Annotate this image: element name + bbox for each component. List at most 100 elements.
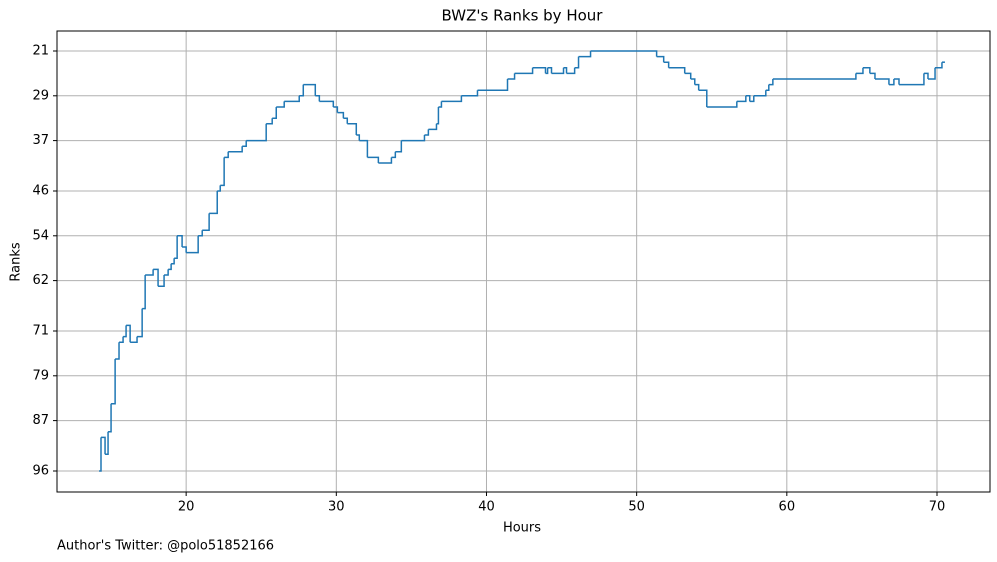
line-step (551, 67, 565, 75)
line-step (862, 67, 871, 74)
line-step (378, 157, 393, 164)
line-step (424, 129, 430, 136)
line-step (242, 140, 247, 147)
line-step (168, 263, 172, 271)
line-step (186, 235, 199, 254)
line-step (356, 134, 361, 141)
y-tick-label: 21 (32, 43, 49, 58)
x-axis-label: Hours (503, 521, 541, 536)
x-tick-label: 30 (328, 500, 345, 515)
y-tick-label: 37 (32, 133, 49, 148)
line-step (745, 95, 751, 102)
axes-frame (56, 30, 991, 493)
line-step (108, 403, 112, 433)
line-step (898, 73, 925, 86)
line-step (668, 67, 686, 74)
line-step (202, 213, 210, 231)
line-step (126, 324, 131, 343)
line-step (177, 235, 183, 247)
line-step (461, 90, 479, 97)
line-step (690, 78, 696, 85)
line-step (753, 90, 767, 97)
line-step (578, 50, 592, 58)
line-step (333, 106, 339, 113)
line-step (315, 95, 321, 102)
y-tick-label: 46 (32, 183, 49, 198)
line-step (217, 185, 221, 192)
line-step (545, 67, 549, 75)
line-step (145, 269, 154, 276)
line-step (111, 358, 116, 405)
line-step (395, 140, 403, 153)
line-step (888, 78, 895, 86)
line-step (923, 72, 929, 79)
x-tick-label: 40 (478, 500, 495, 515)
line-step (130, 336, 138, 343)
line-step (507, 73, 516, 80)
line-step (514, 67, 534, 75)
line-step (438, 101, 443, 108)
line-step (115, 342, 120, 360)
line-step (343, 117, 349, 124)
line-step (164, 269, 169, 276)
y-tick-label: 62 (32, 273, 49, 288)
line-step (663, 61, 670, 68)
line-step (547, 67, 553, 74)
line-step (174, 235, 178, 259)
x-tick-label: 50 (628, 500, 645, 515)
line-step (736, 95, 747, 103)
line-step (272, 106, 277, 119)
line-step (874, 78, 890, 85)
grid (57, 31, 990, 492)
line-step (698, 89, 708, 107)
line-step (869, 72, 876, 79)
line-step (359, 139, 369, 158)
line-step (105, 431, 109, 455)
line-step (142, 274, 146, 310)
line-step (299, 84, 305, 97)
line-step (171, 258, 175, 265)
line-step (532, 67, 547, 74)
line-step (935, 62, 943, 69)
y-tick-label: 79 (32, 368, 49, 383)
x-tick-label: 70 (929, 500, 946, 515)
x-tick-label: 60 (779, 500, 796, 515)
line-step (694, 83, 700, 91)
line-step (119, 336, 124, 343)
line-step (319, 100, 335, 107)
line-step (182, 246, 187, 253)
line-step (590, 50, 658, 57)
line-step (276, 101, 285, 108)
y-tick-label: 29 (32, 88, 49, 103)
y-tick-label: 87 (32, 413, 49, 428)
line-step (927, 67, 936, 80)
line-step (153, 268, 159, 287)
y-tick-label: 54 (32, 228, 49, 243)
line-step (367, 156, 380, 163)
line-step (99, 437, 102, 472)
line-step (436, 106, 440, 125)
line-step (855, 67, 864, 75)
line-step (303, 83, 317, 96)
line-step (347, 123, 358, 135)
line-step (477, 78, 509, 91)
line-step (893, 78, 900, 85)
line-step (566, 67, 576, 75)
line-step (337, 111, 345, 119)
line-step (441, 95, 463, 103)
line-step (224, 151, 229, 159)
line-step (391, 151, 397, 159)
line-step (228, 146, 243, 153)
line-step (401, 134, 426, 142)
line-step (198, 230, 203, 237)
y-tick-label: 71 (32, 323, 49, 338)
line-step (574, 56, 580, 69)
line-step (749, 95, 755, 103)
line-step (656, 55, 665, 63)
line-step (220, 157, 225, 187)
annotation: Author's Twitter: @polo51852166 (57, 539, 274, 554)
chart-title: BWZ's Ranks by Hour (442, 7, 604, 25)
line-step (765, 84, 770, 91)
line-step (684, 72, 692, 79)
